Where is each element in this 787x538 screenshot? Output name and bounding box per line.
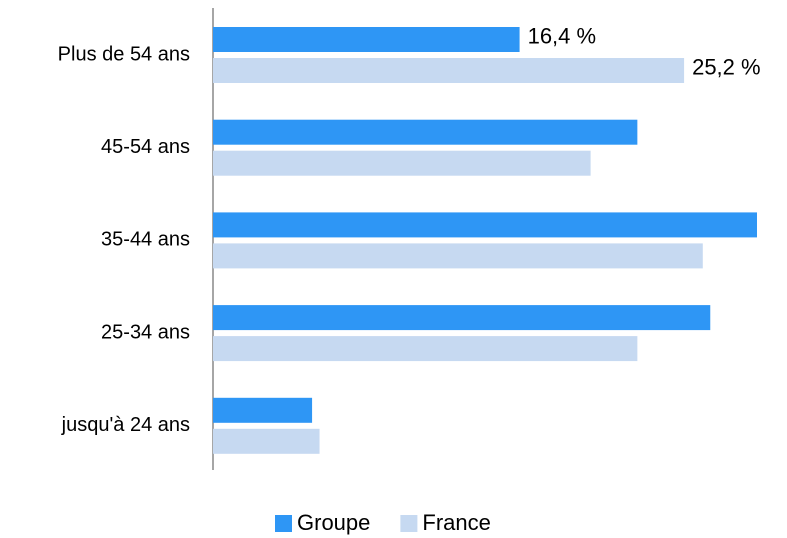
legend-label: Groupe <box>297 510 370 535</box>
bar <box>213 58 685 83</box>
bar <box>213 305 711 331</box>
value-label: 16,4 % <box>528 23 597 48</box>
category-label: 35-44 ans <box>101 229 190 251</box>
bar <box>213 150 591 176</box>
category-label: jusqu'à 24 ans <box>61 414 190 436</box>
bar <box>213 336 638 362</box>
bar <box>213 27 520 52</box>
bar <box>213 119 638 145</box>
category-label: 45-54 ans <box>101 136 190 158</box>
legend-swatch <box>275 515 292 532</box>
bar <box>213 397 313 423</box>
bar <box>213 212 757 238</box>
bar <box>213 243 703 269</box>
bar <box>213 428 320 454</box>
legend-label: France <box>422 510 490 535</box>
category-label: Plus de 54 ans <box>58 43 190 65</box>
legend-swatch <box>400 515 418 532</box>
value-label: 25,2 % <box>692 54 761 79</box>
category-label: 25-34 ans <box>101 321 190 343</box>
